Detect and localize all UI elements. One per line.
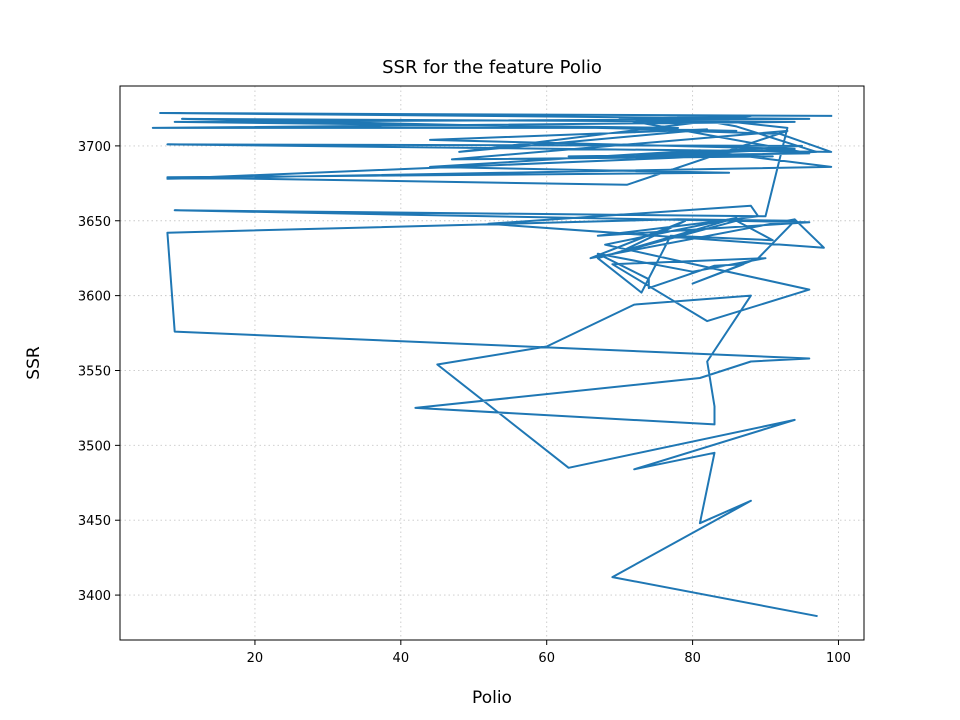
y-tick-label: 3650 bbox=[78, 215, 111, 230]
y-axis: 3400 3450 3500 3550 3600 3650 3700 bbox=[78, 140, 120, 604]
y-axis-label: SSR bbox=[24, 346, 44, 380]
axes-frame bbox=[119, 85, 865, 641]
series-line-0 bbox=[151, 112, 833, 618]
y-tick-label: 3700 bbox=[78, 140, 111, 155]
x-tick-label: 60 bbox=[538, 651, 555, 666]
x-tick-label: 20 bbox=[247, 651, 264, 666]
y-tick-label: 3600 bbox=[78, 290, 111, 305]
y-tick-label: 3550 bbox=[78, 364, 111, 379]
plot-area bbox=[151, 112, 833, 618]
y-tick-label: 3500 bbox=[78, 439, 111, 454]
y-tick-label: 3400 bbox=[78, 589, 111, 604]
chart-title: SSR for the feature Polio bbox=[382, 57, 602, 78]
x-tick-label: 40 bbox=[393, 651, 410, 666]
x-axis: 20 40 60 80 100 bbox=[247, 640, 851, 666]
x-axis-label: Polio bbox=[472, 688, 512, 708]
x-tick-label: 80 bbox=[684, 651, 701, 666]
x-tick-label: 100 bbox=[826, 651, 851, 666]
y-tick-label: 3450 bbox=[78, 514, 111, 529]
